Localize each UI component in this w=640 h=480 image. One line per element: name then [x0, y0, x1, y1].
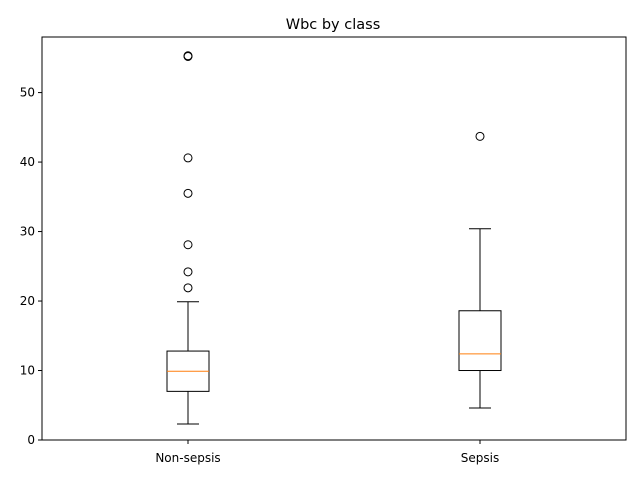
plot-frame: [41, 36, 627, 441]
outlier-non-sepsis: [183, 51, 193, 61]
y-tick-label: 10: [20, 364, 35, 378]
outlier-non-sepsis: [183, 188, 193, 198]
chart-title: Wbc by class: [286, 17, 381, 33]
y-tick-label: 40: [20, 155, 35, 169]
outlier-sepsis: [475, 131, 485, 141]
outlier-non-sepsis: [183, 240, 193, 250]
outlier-non-sepsis: [183, 267, 193, 277]
y-tick-label: 0: [27, 433, 35, 447]
outlier-non-sepsis: [183, 283, 193, 293]
box-sepsis: [458, 310, 502, 372]
outlier-non-sepsis: [183, 153, 193, 163]
plot-area: 0 10 20 30 40 50 Non-sepsis Sepsis: [20, 51, 502, 465]
x-tick-label-sepsis: Sepsis: [461, 451, 499, 465]
y-tick-label: 50: [20, 86, 35, 100]
y-tick-label: 20: [20, 294, 35, 308]
x-tick-label-non-sepsis: Non-sepsis: [155, 451, 220, 465]
y-tick-label: 30: [20, 225, 35, 239]
